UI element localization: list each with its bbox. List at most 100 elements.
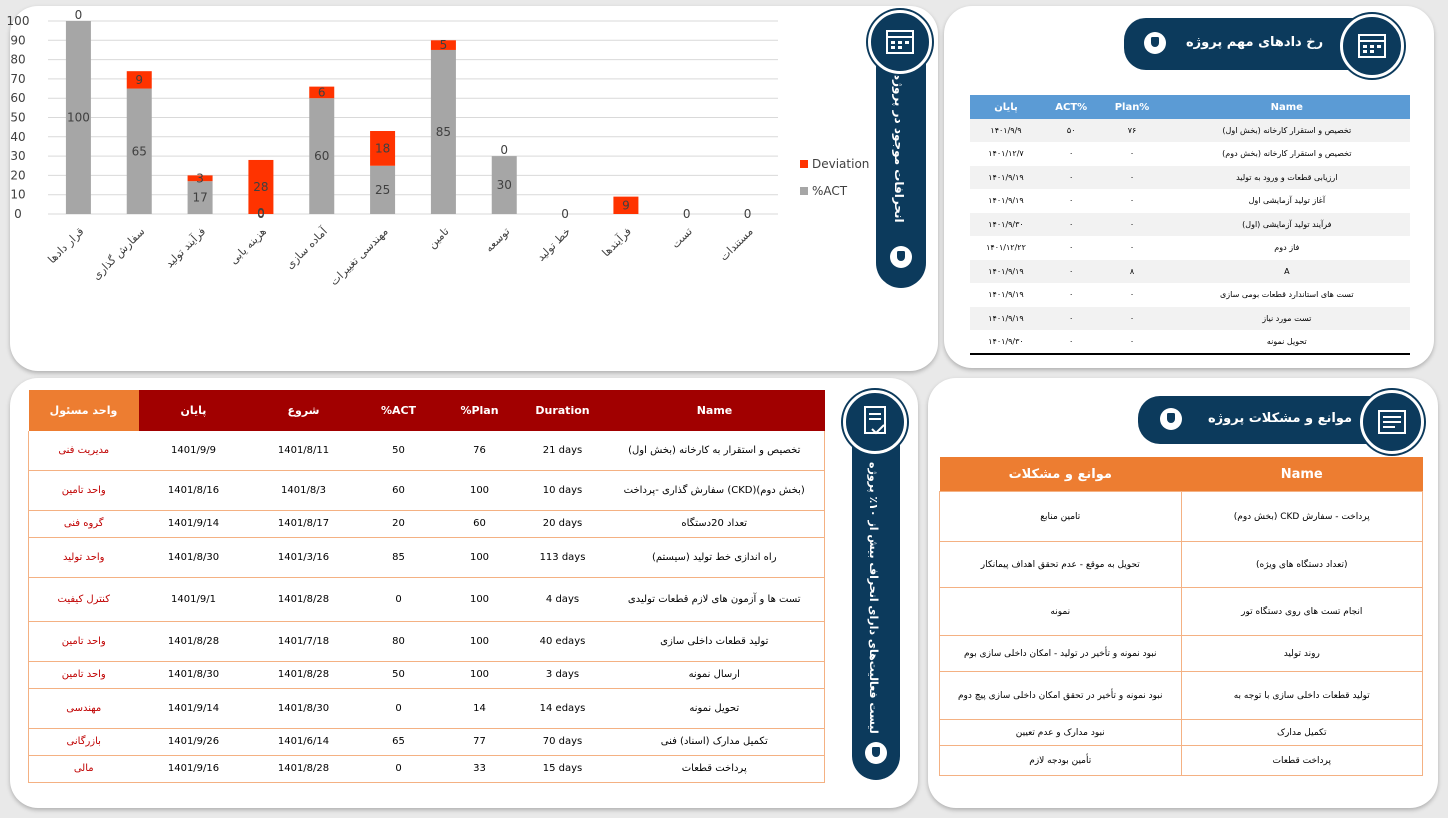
table-cell: مهندسی (28, 688, 139, 729)
table-cell: ۰ (1041, 283, 1101, 307)
table-cell: نبود نمونه و تأخیر در تحقق امکان داخلی س… (939, 671, 1182, 720)
col-issues: موانع و مشکلات (939, 457, 1181, 492)
table-cell: ۵۰ (1041, 119, 1101, 143)
table-cell: 1401/9/9 (138, 431, 249, 471)
table-row: گروه فنی 1401/9/14 1401/8/17 20 60 20 days تعد… (28, 510, 825, 538)
table-cell: ۰ (1041, 212, 1101, 237)
y-tick-label: 70 (10, 72, 25, 86)
table-cell: 1401/8/30 (138, 661, 249, 689)
legend-label-act: %ACT (812, 184, 848, 198)
x-tick-label: مهندسی تغییرات (327, 225, 390, 288)
y-tick-label: 60 (10, 91, 25, 105)
table-cell: تولید قطعات داخلی سازی با توجه به (1180, 671, 1423, 720)
table-cell: نمونه (939, 587, 1182, 636)
deviation-data-label: 0 (500, 143, 508, 157)
table-cell: ۰ (1041, 306, 1101, 331)
table-cell: 1401/9/26 (138, 728, 249, 756)
table-cell: نبود مدارک و عدم تعیین (939, 719, 1182, 746)
table-cell: ۰ (1100, 236, 1164, 260)
table-cell: ۰ (1100, 142, 1164, 166)
company-logo (1160, 408, 1182, 430)
table-cell: 1401/9/14 (138, 510, 249, 538)
table-row: نبود نمونه و تأخیر در تحقق امکان داخلی س… (939, 671, 1423, 720)
issues-table: موانع و مشکلات Name تامین منابع (بخش دوم)… (939, 457, 1423, 776)
table-cell: 100 (438, 537, 521, 578)
table-cell: ۰ (1100, 212, 1164, 237)
table-cell: 76 (438, 431, 521, 471)
table-row: ۱۴۰۱/۹/۱۹ ۰ ۰ آغاز تولید آزمایشی اول (970, 189, 1410, 213)
table-cell: آغاز تولید آزمایشی اول (1163, 189, 1410, 213)
table-cell: ۰ (1041, 236, 1101, 260)
table-cell: 77 (438, 728, 521, 756)
table-cell: ۱۴۰۱/۹/۹ (970, 119, 1042, 143)
x-tick-label: قرار دادها (45, 225, 86, 266)
table-cell: 80 (358, 621, 439, 662)
legend-swatch-deviation (800, 160, 808, 168)
bar-act (309, 98, 335, 214)
bar-deviation (370, 131, 396, 166)
col-end: پایان (970, 95, 1042, 119)
bar-act (370, 165, 396, 214)
bar-deviation (613, 196, 639, 214)
legend-swatch-act (800, 187, 808, 195)
table-cell: ۰ (1041, 165, 1101, 190)
table-cell: 1401/9/1 (138, 577, 249, 622)
table-row: نبود نمونه و تأخیر در تولید - امکان داخل… (939, 635, 1423, 672)
table-cell: 100 (438, 661, 521, 689)
bar-act (187, 181, 213, 214)
col-start: شروع (248, 390, 359, 431)
x-tick-label: تست (669, 225, 695, 251)
table-row: تامین منابع (بخش دوم) CKD پرداخت - سفارش (939, 491, 1423, 542)
table-cell: 0 (358, 577, 439, 622)
x-tick-label: فرآیند تولید (162, 224, 208, 270)
deviation-data-label: 9 (622, 198, 630, 212)
table-cell: (بخش دوم) تخصیص و استقرار کارخانه (1163, 142, 1410, 166)
bar-deviation (248, 159, 274, 214)
panel3-banner: لیست فعالیت‌های دارای انحراف بیش از ۱۰٪ … (852, 420, 900, 780)
table-cell: 60 (438, 510, 521, 538)
table-cell: ۰ (1100, 165, 1164, 190)
table-cell: 0 (358, 688, 439, 729)
table-cell: ۱۴۰۱/۱۲/۷ (970, 142, 1042, 166)
table-cell: 1401/8/17 (248, 510, 359, 538)
table-row: ۱۴۰۱/۹/۱۹ ۰ ۸ A (970, 259, 1410, 284)
panel2-title: رخ دادهای مهم پروژه (1186, 35, 1324, 50)
bar-act (126, 88, 152, 214)
act-data-label: 0 (257, 207, 265, 221)
table-cell: (تعداد دستگاه های ویژه) (1180, 541, 1423, 588)
table-cell: 1401/8/28 (248, 661, 359, 689)
act-data-label: 30 (497, 178, 512, 192)
deviation-chart-panel (10, 6, 938, 371)
y-tick-label: 100 (7, 14, 30, 28)
table-cell: 10 days (520, 470, 605, 511)
panel1-title: انحرافات موجود در پروژه (892, 73, 906, 223)
deviation-data-label: 9 (135, 73, 143, 87)
table-cell: 40 edays (520, 621, 605, 662)
table-cell: 50 (358, 661, 439, 689)
table-cell: 60 (358, 470, 439, 511)
table-cell: (بخش اول) تخصیص و استقرار کارخانه (1163, 119, 1410, 143)
act-data-label: 25 (375, 183, 390, 197)
table-cell: نبود نمونه و تأخیر در تولید - امکان داخل… (939, 635, 1182, 672)
table-cell: ارزیابی قطعات و ورود به تولید (1163, 165, 1410, 190)
table-cell: ۰ (1100, 306, 1164, 331)
y-tick-label: 10 (10, 188, 25, 202)
y-tick-label: 40 (10, 130, 25, 144)
table-row: ۱۴۰۱/۹/۳۰ ۰ ۰ فرآیند تولید آزمایشی (اول) (970, 212, 1410, 237)
deviation-data-label: 6 (318, 85, 326, 99)
table-row: بازرگانی 1401/9/26 1401/6/14 65 77 70 days تکم… (28, 728, 825, 756)
table-cell: تحویل نمونه (604, 688, 825, 729)
deviation-data-label: 0 (683, 207, 691, 221)
table-row: کنترل کیفیت 1401/9/1 1401/8/28 0 100 4 days تس… (28, 577, 825, 622)
table-cell: ۰ (1041, 330, 1101, 355)
table-cell: 1401/7/18 (248, 621, 359, 662)
table-cell: تکمیل مدارک (اسناد) فنی (604, 728, 825, 756)
company-logo (1144, 32, 1166, 54)
table-cell: 1401/8/28 (248, 577, 359, 622)
table-row: تحویل به موقع - عدم تحقق اهداف پیمانکار(… (939, 541, 1423, 588)
table-row: واحد تامین 1401/8/16 1401/8/3 60 100 10 days س… (28, 470, 825, 511)
y-tick-label: 30 (10, 149, 25, 163)
col-responsible: واحد مسئول (28, 390, 139, 431)
y-tick-label: 90 (10, 33, 25, 47)
table-cell: ۰ (1100, 189, 1164, 213)
